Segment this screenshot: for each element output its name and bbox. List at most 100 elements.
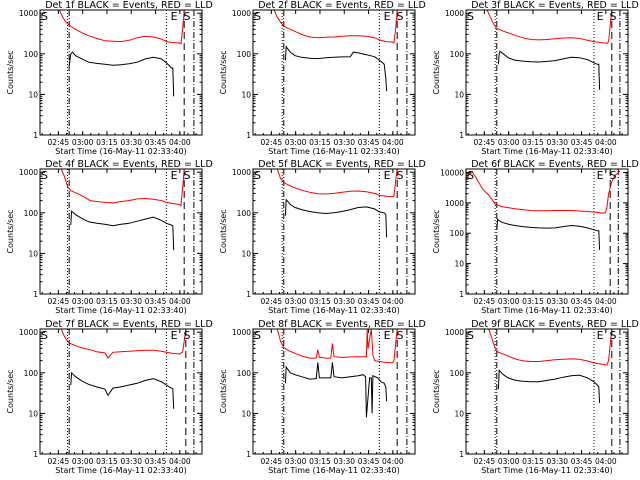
x-tick-label: 03:45 [358, 138, 380, 147]
y-tick-label: 1 [459, 450, 464, 459]
series-lld [488, 329, 613, 366]
y-tick-label: 1 [459, 131, 464, 140]
plot-frame [465, 328, 629, 455]
x-tick-label: 02:45 [48, 457, 70, 466]
y-tick-label: 10 [241, 90, 251, 99]
series-events [70, 371, 175, 409]
panel-title: Det 9f BLACK = Events, RED = LLD [471, 319, 639, 330]
x-tick-label: 03:00 [285, 138, 307, 147]
x-tick-label: 03:15 [309, 457, 331, 466]
event-marker-e: E [171, 329, 178, 342]
y-tick-label: 10 [241, 249, 251, 258]
x-axis-label: Start Time (16-May-11 02:33:40) [268, 466, 399, 475]
x-axis-label: Start Time (16-May-11 02:33:40) [481, 306, 612, 315]
y-tick-label: 100 [450, 229, 465, 238]
series-lld [276, 169, 398, 198]
x-tick-label: 03:45 [145, 297, 167, 306]
x-tick-label: 03:00 [498, 297, 520, 306]
plot-frame [252, 328, 416, 455]
panel-det-9f: Det 9f BLACK = Events, RED = LLD 1 10 100 10… [432, 319, 639, 475]
x-tick-label: 03:30 [546, 138, 568, 147]
x-tick-label: 03:30 [546, 457, 568, 466]
y-tick-label: 1 [33, 450, 38, 459]
y-axis-label: Counts/sec [219, 209, 228, 253]
y-axis-label: Counts/sec [6, 369, 15, 413]
x-tick-label: 04:00 [169, 297, 191, 306]
panel-det-6f: Det 6f BLACK = Events, RED = LLD 1 10 100 10… [432, 159, 639, 315]
event-marker-s: S [41, 10, 48, 23]
series-events [497, 369, 601, 404]
y-tick-label: 1 [33, 290, 38, 299]
x-tick-label: 03:45 [571, 457, 593, 466]
event-marker-e: E [597, 169, 604, 182]
x-axis-label: Start Time (16-May-11 02:33:40) [268, 147, 399, 156]
x-tick-label: 03:30 [120, 457, 142, 466]
series-events [284, 45, 388, 92]
panel-det-2f: Det 2f BLACK = Events, RED = LLD 1 10 100 10… [219, 0, 426, 156]
x-tick-label: 03:15 [309, 138, 331, 147]
x-tick-label: 03:15 [96, 297, 118, 306]
series-lld [466, 170, 621, 214]
x-axis-label: Start Time (16-May-11 02:33:40) [481, 466, 612, 475]
y-tick-label: 100 [450, 369, 465, 378]
y-tick-label: 10 [28, 90, 38, 99]
x-tick-label: 04:00 [382, 297, 404, 306]
event-marker-s: S [184, 10, 191, 23]
panel-det-3f: Det 3f BLACK = Events, RED = LLD 1 10 100 10… [432, 0, 639, 156]
panel-title: Det 8f BLACK = Events, RED = LLD [258, 319, 426, 330]
event-marker-s: S [467, 329, 474, 342]
x-tick-label: 03:00 [72, 138, 94, 147]
y-axis-label: Counts/sec [432, 209, 441, 253]
series-events [70, 209, 175, 251]
y-axis-label: Counts/sec [432, 50, 441, 94]
event-marker-e: E [597, 10, 604, 23]
event-marker-s: S [467, 169, 474, 182]
x-tick-label: 02:45 [261, 297, 283, 306]
y-tick-label: 1 [246, 450, 251, 459]
x-tick-label: 03:00 [285, 297, 307, 306]
x-tick-label: 03:45 [358, 297, 380, 306]
y-tick-label: 1 [246, 131, 251, 140]
series-events [68, 51, 175, 97]
event-marker-s: S [184, 169, 191, 182]
y-axis-label: Counts/sec [219, 50, 228, 94]
event-marker-s: S [184, 329, 191, 342]
x-tick-label: 03:15 [522, 457, 544, 466]
x-tick-label: 04:00 [382, 138, 404, 147]
y-tick-label: 1 [33, 131, 38, 140]
y-tick-label: 1000 [232, 168, 251, 177]
x-tick-label: 03:45 [571, 297, 593, 306]
y-tick-label: 100 [237, 50, 252, 59]
series-lld [486, 10, 613, 44]
x-tick-label: 03:00 [498, 457, 520, 466]
y-tick-label: 10 [454, 90, 464, 99]
y-tick-label: 10 [241, 409, 251, 418]
x-axis-label: Start Time (16-May-11 02:33:40) [268, 306, 399, 315]
plot-frame [39, 328, 203, 455]
y-axis-label: Counts/sec [6, 50, 15, 94]
y-tick-label: 100 [24, 50, 39, 59]
x-tick-label: 03:30 [333, 138, 355, 147]
panel-title: Det 1f BLACK = Events, RED = LLD [45, 0, 213, 11]
x-tick-label: 04:00 [595, 457, 617, 466]
x-tick-label: 02:45 [474, 457, 496, 466]
x-tick-label: 03:15 [96, 457, 118, 466]
y-tick-label: 1000 [232, 328, 251, 337]
event-marker-e: E [171, 169, 178, 182]
y-tick-label: 100 [24, 209, 39, 218]
plot-frame [252, 168, 416, 295]
event-marker-s: S [610, 329, 617, 342]
x-tick-label: 03:30 [333, 297, 355, 306]
x-tick-label: 03:30 [546, 297, 568, 306]
x-tick-label: 02:45 [48, 297, 70, 306]
x-tick-label: 04:00 [169, 457, 191, 466]
x-tick-label: 03:00 [72, 297, 94, 306]
event-marker-s: S [397, 10, 404, 23]
x-tick-label: 03:45 [571, 138, 593, 147]
series-lld [276, 329, 398, 364]
panel-det-1f: Det 1f BLACK = Events, RED = LLD 1 10 100 10… [6, 0, 213, 156]
y-tick-label: 10 [28, 249, 38, 258]
panel-det-7f: Det 7f BLACK = Events, RED = LLD 1 10 100 10… [6, 319, 213, 475]
x-tick-label: 02:45 [474, 297, 496, 306]
panel-title: Det 4f BLACK = Events, RED = LLD [45, 159, 213, 170]
